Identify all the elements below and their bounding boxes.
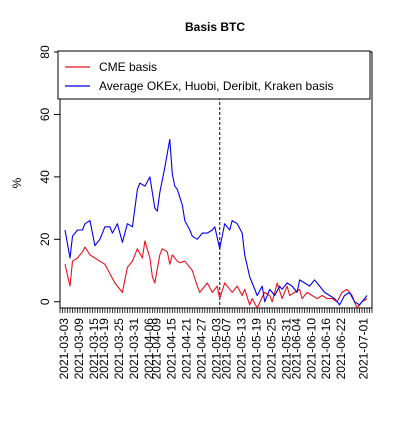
y-axis-label: % <box>10 177 24 188</box>
x-tick-label: 2021-04-27 <box>194 318 208 380</box>
y-axis: 0 20 40 60 80 <box>38 45 60 305</box>
x-tick-label: 2021-03-03 <box>57 318 71 380</box>
x-tick-label: 2021-04-09 <box>150 318 164 380</box>
x-tick-label: 2021-06-04 <box>289 318 303 380</box>
y-tick-label: 80 <box>38 45 52 59</box>
x-tick-label: 2021-05-07 <box>219 318 233 380</box>
x-tick-label: 2021-03-31 <box>127 318 141 380</box>
chart-title: Basis BTC <box>185 20 245 34</box>
y-tick-label: 20 <box>38 232 52 246</box>
x-tick-label: 2021-04-06 <box>142 318 156 380</box>
y-tick-label: 60 <box>38 107 52 121</box>
legend-label-1: CME basis <box>99 60 157 74</box>
x-tick-label: 2021-04-21 <box>179 318 193 380</box>
legend-label-2: Average OKEx, Huobi, Deribit, Kraken bas… <box>99 79 334 93</box>
series-line-2 <box>64 138 368 306</box>
x-tick-label: 2021-03-09 <box>72 318 86 380</box>
x-tick-label: 2021-03-15 <box>87 318 101 380</box>
series-line-1 <box>64 240 368 309</box>
x-tick-label: 2021-05-19 <box>249 318 263 380</box>
legend-box <box>57 50 371 100</box>
y-tick-label: 0 <box>38 298 52 305</box>
x-axis: 2021-03-03 2021-03-09 2021-03-152021-03-19… <box>57 308 373 380</box>
x-tick-label: 2021-05-31 <box>279 318 293 380</box>
x-tick-label: 2021-03-19 <box>97 318 111 380</box>
x-tick-label: 2021-07-01 <box>357 318 371 380</box>
x-tick-label: 2021-06-22 <box>334 318 348 380</box>
x-tick-label: 2021-06-10 <box>304 318 318 380</box>
x-tick-label: 2021-05-13 <box>234 318 248 380</box>
x-tick-label: 2021-05-03 <box>209 318 223 380</box>
x-tick-label: 2021-03-25 <box>112 318 126 380</box>
legend: CME basis Average OKEx, Huobi, Deribit, K… <box>57 50 371 100</box>
x-tick-label: 2021-04-15 <box>164 318 178 380</box>
x-tick-label: 2021-06-16 <box>319 318 333 380</box>
x-tick-label: 2021-05-25 <box>264 318 278 380</box>
y-tick-label: 40 <box>38 170 52 184</box>
